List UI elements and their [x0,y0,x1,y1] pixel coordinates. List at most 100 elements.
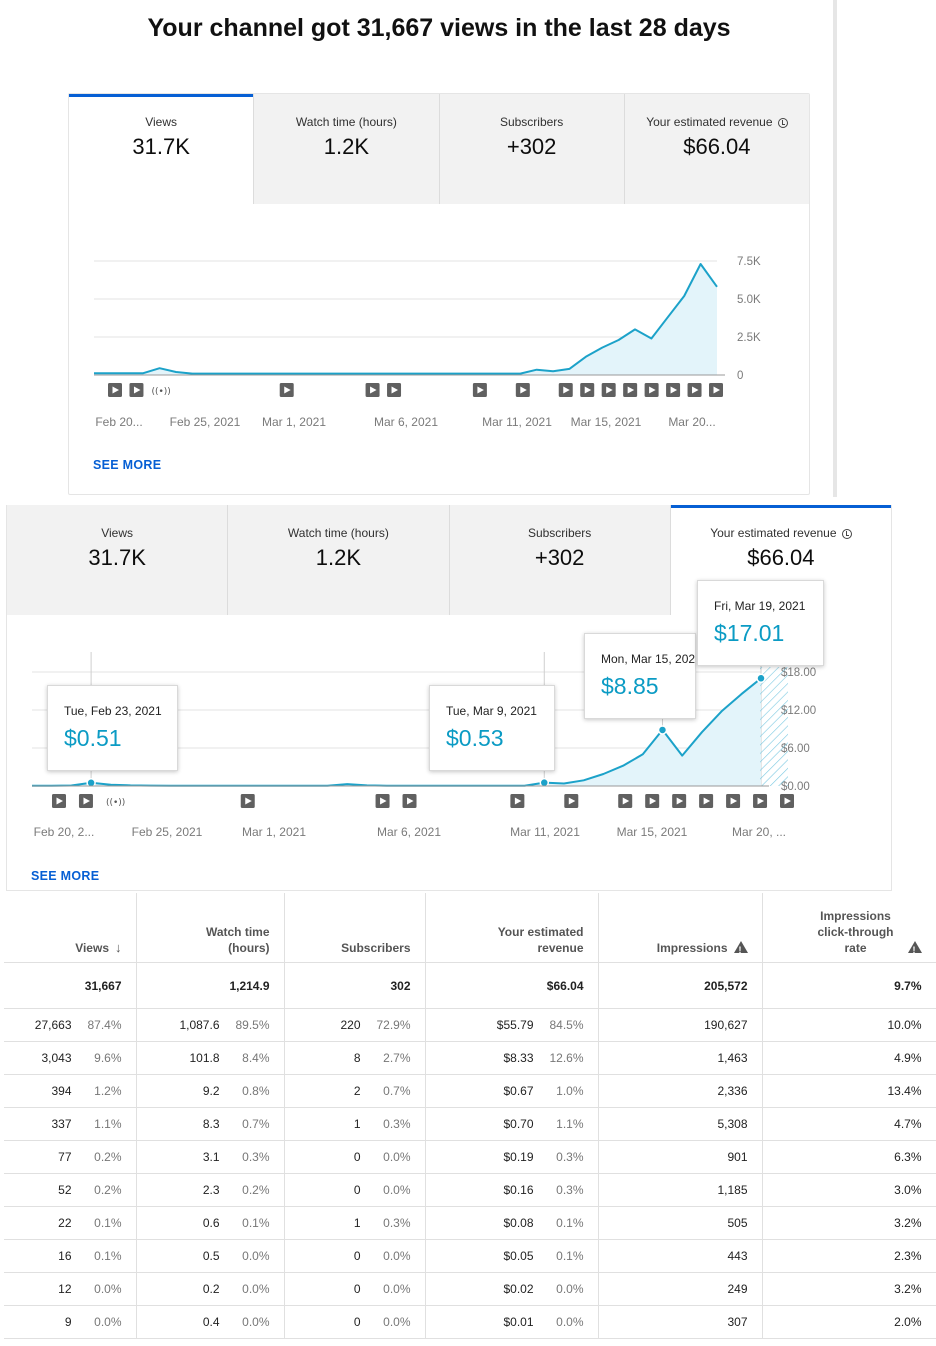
cell-percent: 87.4% [87,1018,122,1032]
cell-percent: 0.2% [94,1150,122,1164]
header-subscribers[interactable]: Subscribers [284,893,426,963]
cell-value: 0 [353,1282,361,1296]
tooltip-mar-19: Fri, Mar 19, 2021 $17.01 [697,580,824,666]
cell-percent: 0.3% [242,1150,270,1164]
cell-percent: 9.6% [94,1051,122,1065]
table-cell: 16 0.1% [4,1239,137,1273]
table-cell: 3.2% [762,1272,936,1306]
cell-percent: 0.7% [242,1117,270,1131]
cell-value: 0.4 [202,1315,220,1329]
cell-value: 10.0% [887,1018,922,1032]
cell-percent: 0.0% [556,1282,584,1296]
cell-value: 16 [58,1249,72,1263]
play-square-icon [730,797,738,805]
cell-value: $0.19 [503,1150,534,1164]
table-cell: 0.5 0.0% [136,1239,285,1273]
table-cell: 1,185 [598,1173,763,1207]
tab-subscribers[interactable]: Subscribers +302 [439,94,625,204]
cell-value: $0.67 [503,1084,534,1098]
cell-value: $0.70 [503,1117,534,1131]
table-cell: 0 0.0% [284,1239,426,1273]
y-tick-label: $6.00 [781,743,810,755]
header-label: Views [75,941,109,955]
cell-value: 307 [727,1315,748,1329]
header-ctr[interactable]: Impressions click-through rate [762,893,936,963]
y-tick-label: $12.00 [781,705,816,717]
cell-percent: 12.6% [549,1051,584,1065]
header-watch-time[interactable]: Watch time (hours) [136,893,285,963]
tab-watch-time[interactable]: Watch time (hours) 1.2K [228,505,450,615]
total-ctr: 9.7% [762,962,936,1009]
table-row: 337 1.1% 8.3 0.7% 1 0.3% $0.70 1.1% 5,308 4.7% [4,1107,936,1141]
tab-value: +302 [506,134,557,159]
cell-value: 505 [727,1216,748,1230]
cell-value: 220 [340,1018,361,1032]
cell-percent: 0.8% [242,1084,270,1098]
table-row: 77 0.2% 3.1 0.3% 0 0.0% $0.19 0.3% 901 6.3% [4,1140,936,1174]
tab-label: Your estimated revenue [671,526,891,540]
header-label: Impressions click-through rate [817,909,894,955]
data-point [657,725,668,735]
cell-percent: 0.0% [94,1282,122,1296]
warning-triangle-icon [733,941,748,958]
tab-watch-time[interactable]: Watch time (hours) 1.2K [254,94,440,204]
play-square-icon [784,797,791,805]
play-square-icon [692,386,699,394]
x-tick-label: Mar 11, 2021 [482,415,552,429]
data-point [539,777,550,788]
x-tick-label: Feb 20... [95,415,142,429]
play-square-icon [133,386,141,394]
tab-views[interactable]: Views 31.7K [69,94,255,204]
table-row: 9 0.0% 0.4 0.0% 0 0.0% $0.01 0.0% 307 2.0% [4,1305,936,1339]
tab-revenue[interactable]: Your estimated revenue $66.04 [624,94,809,204]
x-tick-label: Mar 6, 2021 [377,825,441,839]
header-revenue[interactable]: Your estimated revenue [425,893,599,963]
table-cell: 3,043 9.6% [4,1041,137,1075]
table-cell: 1,463 [598,1041,763,1075]
header-views[interactable]: Views ↓ [4,893,137,963]
cell-percent: 0.0% [383,1150,411,1164]
tooltip-date: Tue, Feb 23, 2021 [64,704,162,718]
cell-value: $0.01 [503,1315,534,1329]
warning-triangle-icon [907,941,922,958]
cell-value: 3.0% [894,1183,922,1197]
play-square-icon [520,386,527,394]
cell-percent: 0.3% [383,1117,411,1131]
play-square-icon [83,797,90,805]
cell-value: $0.02 [503,1282,534,1296]
scrollbar-track [833,0,837,497]
tab-label: Views [101,526,134,540]
tab-subscribers[interactable]: Subscribers +302 [449,505,671,615]
total-views: 31,667 [4,962,137,1009]
cell-value: 394 [51,1084,72,1098]
cell-percent: 0.0% [383,1249,411,1263]
table-total-row: 31,667 1,214.9 302 $66.04 205,572 9.7% [4,962,936,1009]
see-more-link[interactable]: SEE MORE [31,869,100,883]
play-square-icon [514,797,522,805]
cell-value: 9.2 [202,1084,220,1098]
cell-percent: 1.1% [556,1117,584,1131]
data-point [756,673,766,684]
table-cell: 307 [598,1305,763,1339]
cell-value: 0.6 [202,1216,220,1230]
tooltip-date: Mon, Mar 15, 2021 [601,652,696,666]
table-cell: 220 72.9% [284,1008,426,1042]
table-row: 3,043 9.6% 101.8 8.4% 8 2.7% $8.33 12.6% 1,463 4.… [4,1041,936,1075]
cell-value: 1,087.6 [179,1018,220,1032]
play-square-icon [622,797,630,805]
cell-percent: 0.1% [242,1216,270,1230]
play-square-icon [380,797,387,805]
header-impressions[interactable]: Impressions [598,893,763,963]
table-cell: $0.05 0.1% [425,1239,599,1273]
table-cell: 101.8 8.4% [136,1041,285,1075]
cell-value: 2.3 [202,1183,220,1197]
x-tick-label: Mar 15, 2021 [617,825,688,839]
data-line [94,263,718,375]
see-more-link[interactable]: SEE MORE [93,458,162,472]
table-cell: 2,336 [598,1074,763,1108]
x-tick-label: Mar 15, 2021 [571,415,642,429]
incomplete-data-region [760,667,788,786]
table-cell: 394 1.2% [4,1074,137,1108]
tab-views[interactable]: Views 31.7K [7,505,229,615]
play-square-icon [606,386,613,394]
